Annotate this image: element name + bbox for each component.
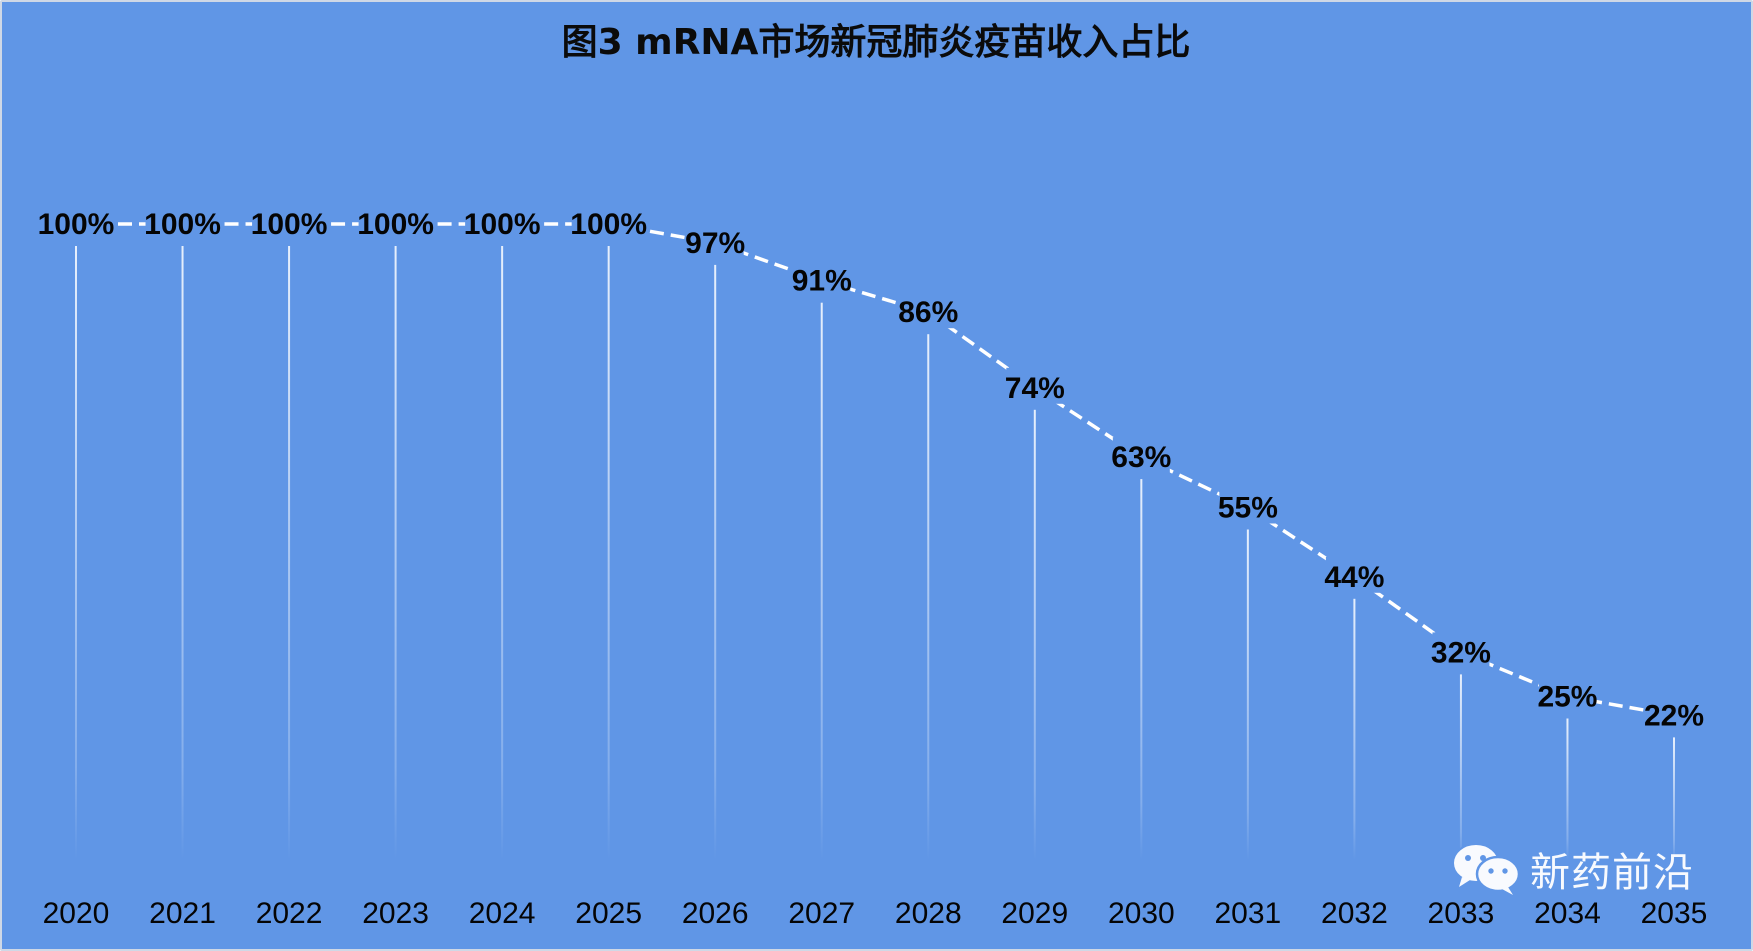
- data-label-bg-2024: [465, 204, 540, 240]
- x-tick-2021: 2021: [149, 897, 216, 930]
- data-label-2023: 100%: [357, 208, 434, 241]
- data-label-bg-2022: [252, 204, 327, 240]
- data-label-2034: 25%: [1537, 681, 1597, 714]
- x-tick-2028: 2028: [895, 897, 962, 930]
- x-tick-2029: 2029: [1001, 897, 1068, 930]
- x-tick-2020: 2020: [43, 897, 110, 930]
- data-label-2035: 22%: [1644, 699, 1704, 732]
- drop-line-2031: [1246, 529, 1249, 860]
- data-label-2024: 100%: [464, 208, 541, 241]
- data-label-bg-2021: [145, 204, 220, 240]
- data-label-2032: 44%: [1324, 561, 1384, 594]
- drop-line-2027: [820, 302, 823, 860]
- data-label-2033: 32%: [1431, 636, 1491, 669]
- data-label-2031: 55%: [1218, 492, 1278, 525]
- chart-title: 图3 mRNA市场新冠肺炎疫苗收入占比: [562, 22, 1191, 63]
- data-label-2028: 86%: [898, 296, 958, 329]
- x-tick-2033: 2033: [1428, 897, 1495, 930]
- data-label-2029: 74%: [1005, 372, 1065, 405]
- data-label-2021: 100%: [144, 208, 221, 241]
- x-axis-ticks: 2020 2021 2022 2023 2024 2025 2026 2027 2028 2029…: [43, 897, 1708, 930]
- x-tick-2022: 2022: [256, 897, 323, 930]
- data-label-2026: 97%: [685, 227, 745, 260]
- x-tick-2032: 2032: [1321, 897, 1388, 930]
- x-tick-2031: 2031: [1214, 897, 1281, 930]
- drop-line-2028: [927, 334, 930, 860]
- data-label-2025: 100%: [570, 208, 647, 241]
- data-label-2030: 63%: [1111, 441, 1171, 474]
- data-label-bg-2033: [1432, 632, 1490, 669]
- drop-line-2020: [75, 246, 77, 860]
- drop-line-2029: [1033, 409, 1036, 860]
- x-tick-2025: 2025: [575, 897, 642, 930]
- wechat-icon: [1452, 843, 1521, 895]
- data-label-bg-2028: [899, 292, 957, 329]
- drop-line-2026: [714, 264, 717, 860]
- drop-lines: [75, 246, 1675, 860]
- drop-line-2030: [1140, 479, 1143, 860]
- data-label-2020: 100%: [38, 208, 115, 241]
- data-label-bg-2029: [1006, 367, 1064, 404]
- drop-line-2021: [181, 246, 184, 860]
- x-tick-2026: 2026: [682, 897, 749, 930]
- data-label-bg-2030: [1112, 437, 1170, 474]
- data-label-bg-2032: [1325, 556, 1383, 593]
- x-tick-2027: 2027: [788, 897, 855, 930]
- drop-line-2025: [607, 246, 610, 860]
- drop-line-2034: [1566, 718, 1569, 860]
- drop-line-2033: [1459, 674, 1462, 860]
- x-tick-2034: 2034: [1534, 897, 1601, 930]
- x-tick-2024: 2024: [469, 897, 536, 930]
- data-label-bg-2027: [793, 260, 851, 297]
- data-label-bg-2034: [1538, 676, 1596, 713]
- drop-line-2032: [1353, 598, 1356, 860]
- data-label-bg-2023: [358, 204, 433, 240]
- drop-line-2022: [288, 246, 291, 860]
- drop-line-2024: [501, 246, 504, 860]
- data-label-2022: 100%: [251, 208, 328, 241]
- data-labels: 100% 100% 100% 100% 100% 100% 97% 91% 86% 74% 63% 5…: [38, 204, 1704, 732]
- watermark-text: 新药前沿: [1530, 850, 1694, 896]
- data-label-bg-2020: [39, 204, 113, 240]
- data-label-2027: 91%: [792, 265, 852, 298]
- x-tick-2035: 2035: [1641, 897, 1708, 930]
- watermark: 新药前沿: [1450, 840, 1694, 898]
- data-label-bg-2031: [1219, 487, 1277, 524]
- drop-line-2035: [1673, 737, 1675, 860]
- x-tick-2030: 2030: [1108, 897, 1175, 930]
- drop-line-2023: [394, 246, 397, 860]
- data-label-bg-2025: [571, 204, 646, 240]
- data-label-bg-2035: [1645, 695, 1703, 732]
- data-label-bg-2026: [686, 222, 744, 259]
- x-tick-2023: 2023: [362, 897, 429, 930]
